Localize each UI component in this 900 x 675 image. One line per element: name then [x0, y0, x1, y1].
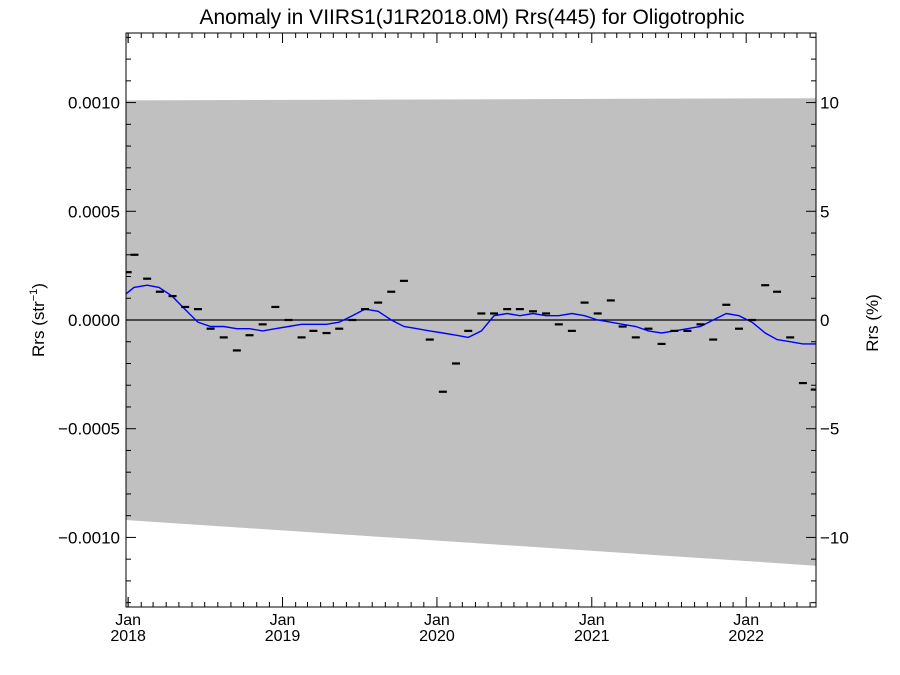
y-axis-left-label-superscript: −1 — [28, 289, 40, 302]
y-left-tick-label: 0.0000 — [68, 311, 120, 330]
x-tick-label-month: Jan — [270, 612, 296, 629]
y-axis-left-label-main: Rrs (str — [29, 301, 48, 357]
y-right-tick-label: −5 — [820, 420, 839, 439]
x-tick-label-year: 2021 — [574, 628, 610, 645]
y-axis-right-ticks: 10 5 0 −5 −10 — [806, 36, 849, 604]
y-axis-left-label: Rrs (str−1) — [28, 283, 48, 357]
x-tick-label-year: 2018 — [110, 628, 146, 645]
y-right-tick-label: 5 — [820, 202, 829, 221]
x-tick-label-month: Jan — [733, 612, 759, 629]
y-left-tick-label: 0.0005 — [68, 202, 120, 221]
chart-title: Anomaly in VIIRS1(J1R2018.0M) Rrs(445) f… — [199, 6, 744, 29]
x-tick-label-year: 2019 — [265, 628, 301, 645]
y-right-tick-label: 0 — [820, 311, 829, 330]
x-tick-label-month: Jan — [579, 612, 605, 629]
x-tick-label-year: 2022 — [728, 628, 764, 645]
y-right-tick-label: −10 — [820, 528, 849, 547]
y-right-tick-label: 10 — [820, 94, 839, 113]
y-axis-left-label-close: ) — [29, 283, 48, 289]
smoothed-anomaly-layer — [126, 284, 816, 345]
smoothed-anomaly-line — [126, 284, 816, 345]
x-tick-label-year: 2020 — [419, 628, 455, 645]
y-left-tick-label: −0.0010 — [58, 528, 120, 547]
y-axis-left-ticks: 0.0010 0.0005 0.0000 −0.0005 −0.0010 — [58, 36, 136, 604]
y-left-tick-label: 0.0010 — [68, 94, 120, 113]
y-left-tick-label: −0.0005 — [58, 420, 120, 439]
x-tick-label-month: Jan — [424, 612, 450, 629]
monthly-anomaly-points-layer — [126, 253, 816, 393]
y-axis-right-label: Rrs (%) — [863, 294, 882, 352]
x-tick-label-month: Jan — [115, 612, 141, 629]
